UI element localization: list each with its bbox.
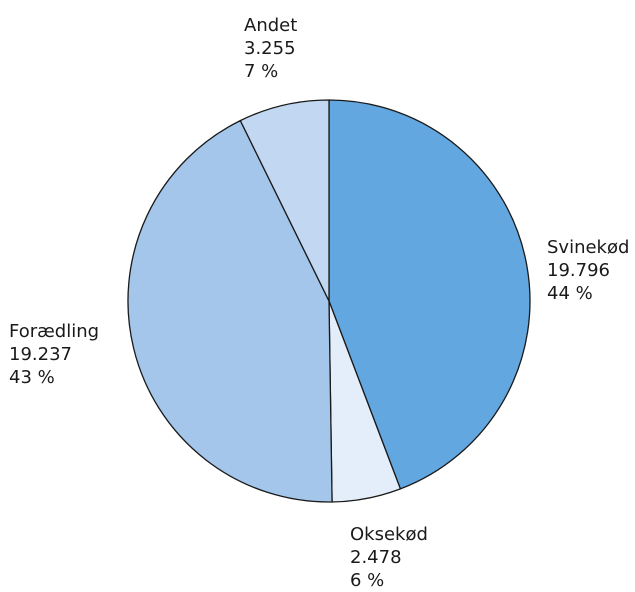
- label-svinekod-pct: 44 %: [547, 283, 593, 304]
- label-andet-pct: 7 %: [244, 61, 279, 82]
- label-andet-name: Andet: [244, 15, 298, 36]
- label-svinekod-name: Svinekød: [547, 237, 630, 258]
- label-svinekod-value: 19.796: [547, 260, 610, 281]
- label-foraedling: Forædling 19.237 43 %: [9, 320, 99, 389]
- label-foraedling-name: Forædling: [9, 321, 100, 342]
- label-oksekod-pct: 6 %: [350, 570, 385, 591]
- pie-slice-3: [239, 99, 330, 302]
- label-oksekod-name: Oksekød: [350, 524, 428, 545]
- label-oksekod: Oksekød 2.478 6 %: [350, 523, 428, 592]
- label-svinekod: Svinekød 19.796 44 %: [547, 236, 629, 305]
- label-andet-value: 3.255: [244, 38, 296, 59]
- label-oksekod-value: 2.478: [350, 547, 402, 568]
- label-foraedling-pct: 43 %: [9, 367, 55, 388]
- pie-slice-0: [328, 99, 531, 490]
- pie-slice-2: [127, 119, 333, 503]
- label-andet: Andet 3.255 7 %: [244, 14, 297, 83]
- label-foraedling-value: 19.237: [9, 344, 72, 365]
